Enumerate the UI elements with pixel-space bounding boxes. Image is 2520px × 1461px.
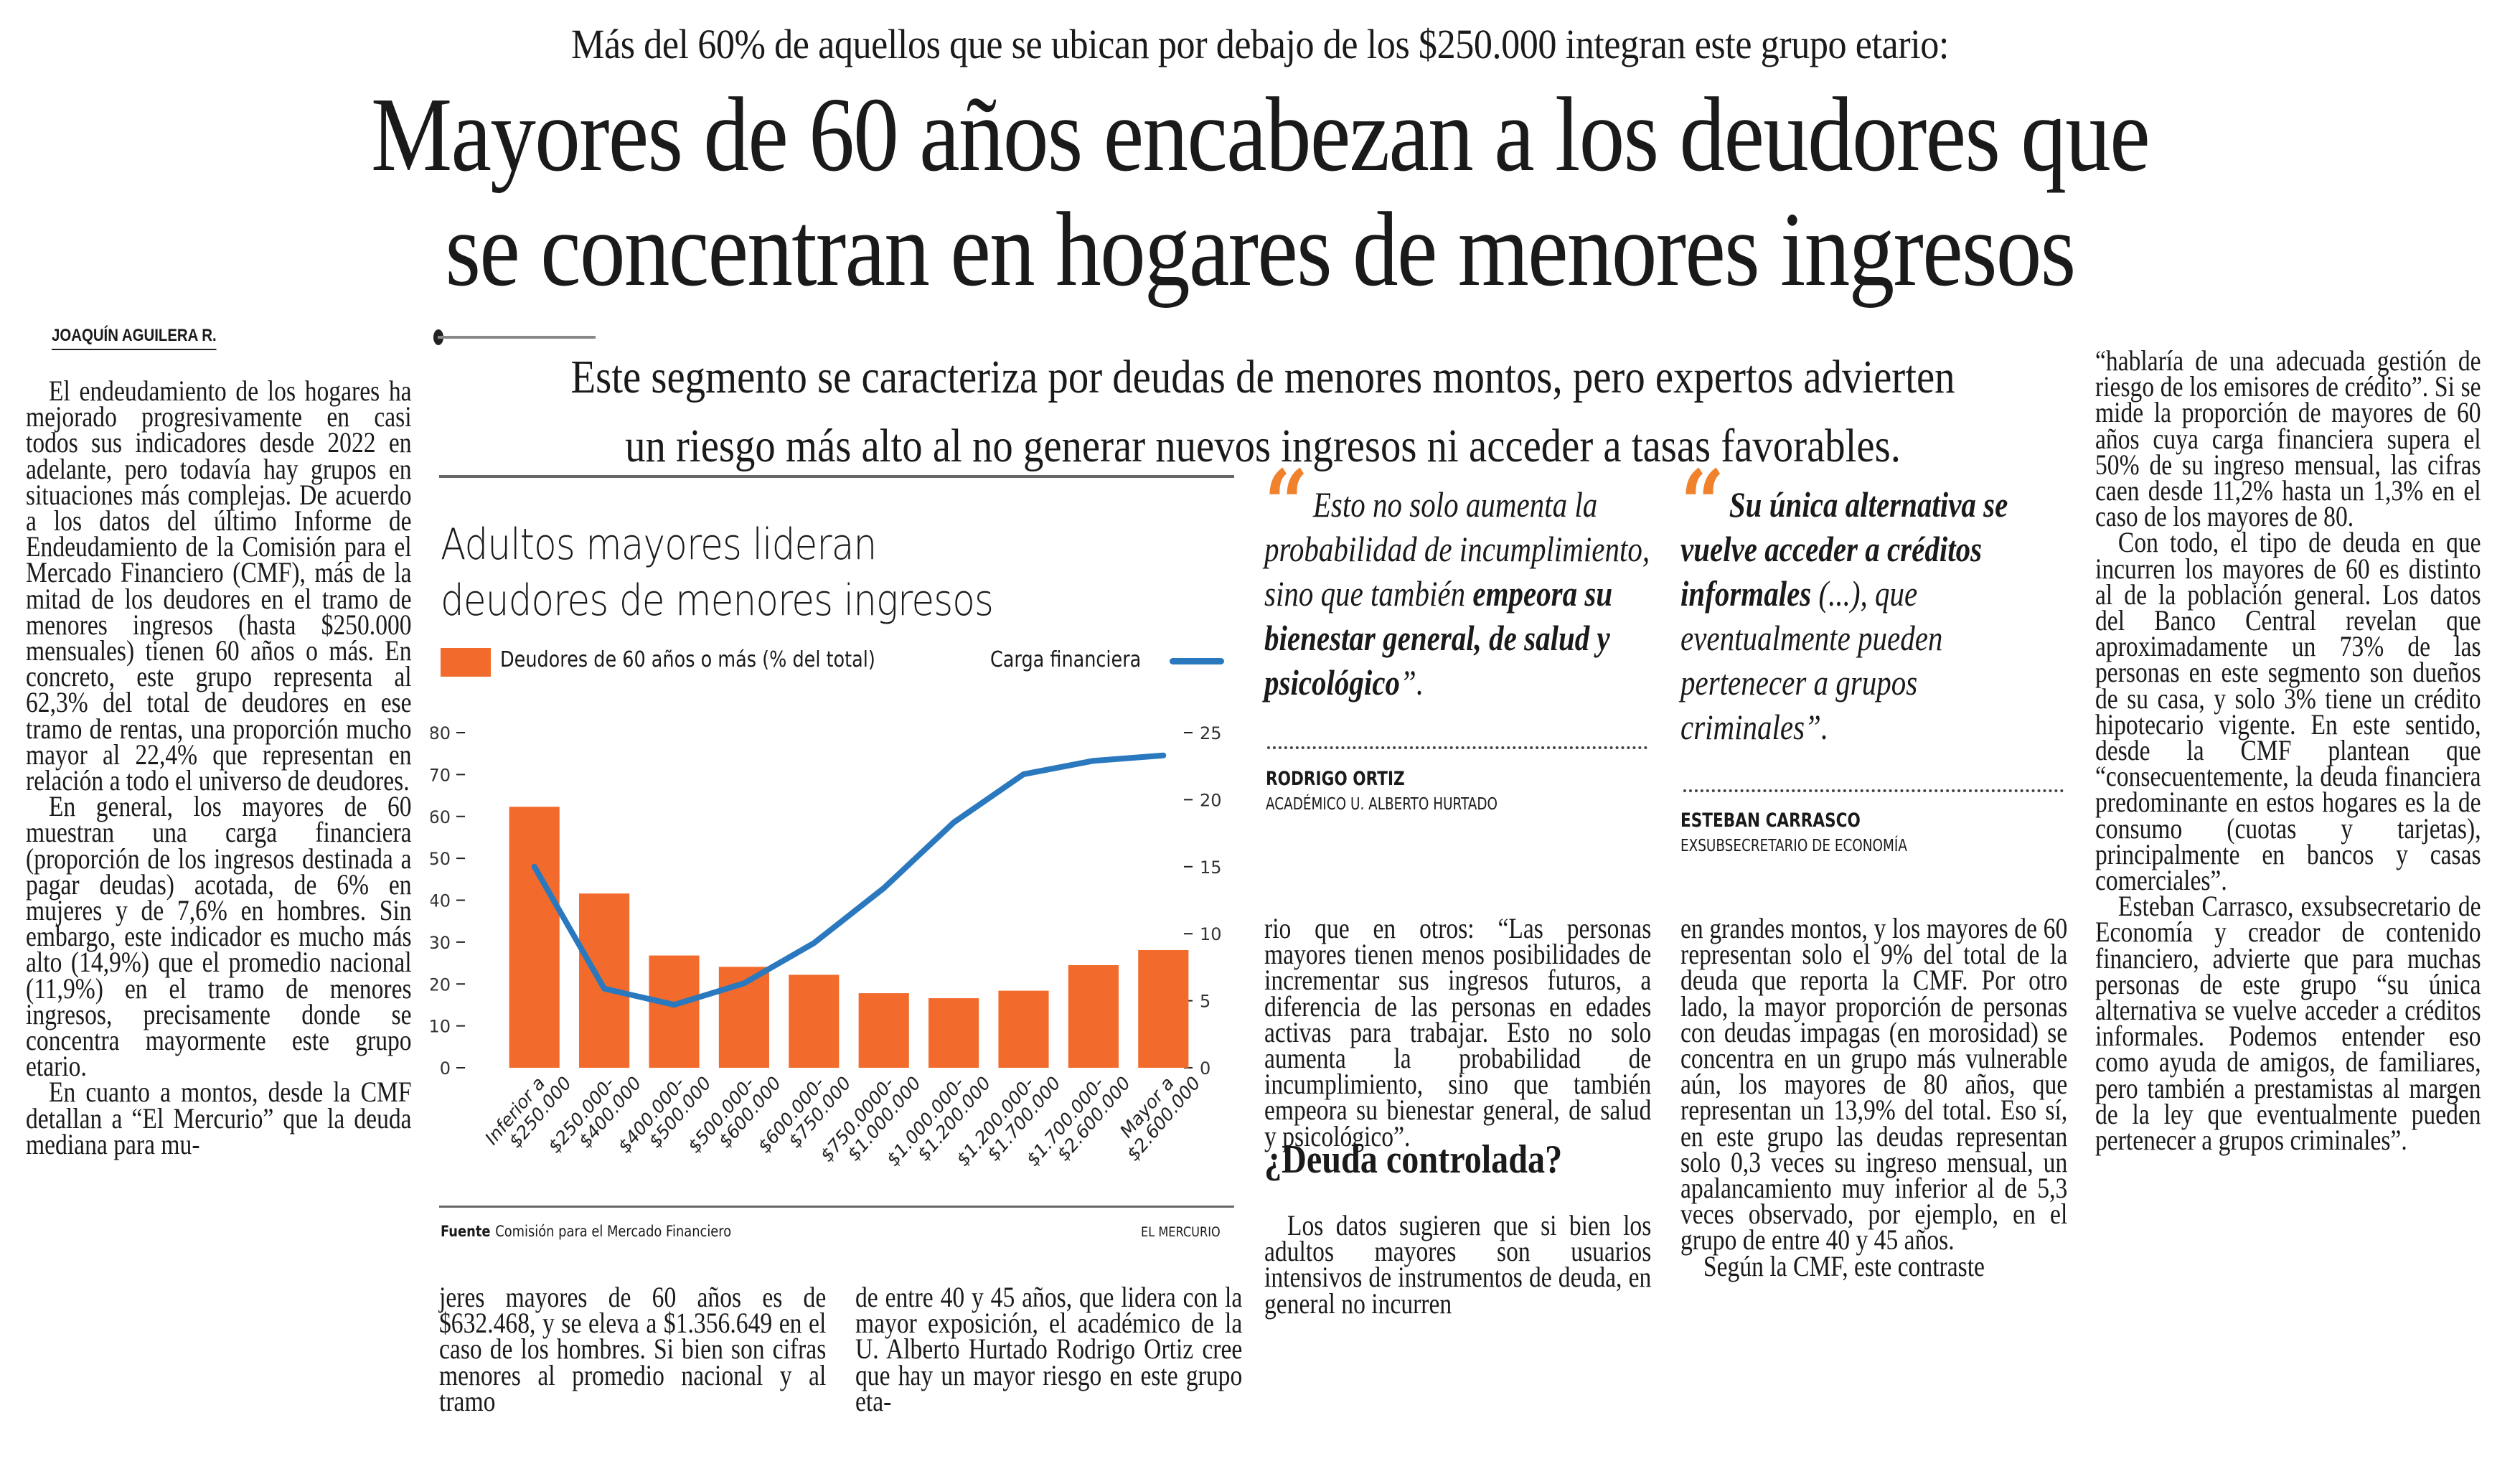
bar — [998, 990, 1049, 1068]
headline-line-2: se concentran en hogares de menores ingr… — [445, 191, 2076, 309]
legend-bar-swatch — [441, 648, 491, 677]
paragraph: El endeudamiento de los hogares ha mejor… — [26, 375, 412, 797]
source-label: Fuente — [441, 1223, 491, 1240]
column-5: en grandes montos, y los mayores de 60 r… — [1680, 912, 2068, 1282]
y-left-tick-label: 0 — [440, 1058, 451, 1079]
source-text: Comisión para el Mercado Financiero — [495, 1223, 732, 1240]
column-6: “hablaría de una adecuada gestión de rie… — [2095, 344, 2481, 1157]
y-left-tick-label: 80 — [431, 723, 451, 743]
deck-divider — [438, 336, 596, 339]
headline-line-1: Mayores de 60 años encabezan a los deudo… — [371, 76, 2150, 194]
quote-2-author: ESTEBAN CARRASCO — [1680, 809, 1861, 832]
bar — [789, 974, 840, 1068]
headline: Mayores de 60 años encabezan a los deudo… — [177, 77, 2343, 307]
subhead: ¿Deuda controlada? — [1264, 1137, 1563, 1182]
chart-title: Adultos mayores lideran deudores de meno… — [441, 517, 994, 629]
paragraph: En cuanto a montos, desde la CMF detalla… — [26, 1076, 412, 1160]
y-right-tick-label: 0 — [1200, 1058, 1210, 1079]
x-tick-label: $750.0000-$1.000.000 — [816, 1060, 925, 1179]
paragraph: Los datos sugieren que si bien los adult… — [1264, 1209, 1652, 1320]
paragraph: En general, los mayores de 60 muestran u… — [26, 790, 412, 1083]
kicker: Más del 60% de aquellos que se ubican po… — [571, 21, 1949, 67]
y-right-tick-label: 15 — [1200, 858, 1222, 878]
x-tick-label: $1.000.000-$1.200.000 — [883, 1060, 995, 1183]
column-1: El endeudamiento de los hogares ha mejor… — [26, 375, 412, 1160]
carga-financiera-line — [531, 752, 1167, 1008]
quote-text-bold: Su única alternativa se vuelve acceder a… — [1680, 484, 2008, 614]
y-left-tick-label: 70 — [431, 765, 451, 785]
quote-text: Esto no solo aumenta la probabilidad de … — [1264, 484, 1650, 614]
column-4-continued: Los datos sugieren que si bien los adult… — [1264, 1209, 1652, 1320]
paragraph: rio que en otros: “Las personas mayores … — [1264, 912, 1652, 1152]
bar — [649, 955, 700, 1068]
bar — [509, 807, 560, 1068]
publication-brand: EL MERCURIO — [1141, 1224, 1221, 1240]
legend-bar-label: Deudores de 60 años o más (% del total) — [500, 647, 875, 672]
y-left-tick-label: 40 — [431, 891, 451, 911]
paragraph: Con todo, el tipo de deuda en que incurr… — [2095, 526, 2481, 897]
quote-2-divider — [1683, 789, 2064, 792]
y-left-tick-label: 10 — [431, 1017, 451, 1037]
paragraph: Según la CMF, este contraste — [1703, 1249, 1985, 1282]
paragraph: “hablaría de una adecuada gestión de rie… — [2095, 344, 2481, 533]
legend-line-swatch — [1170, 658, 1224, 664]
chart-top-divider — [439, 475, 1234, 478]
column-3: de entre 40 y 45 años, que lidera con la… — [855, 1281, 1243, 1417]
quote-text-bold: empeora su bienestar general, de salud y… — [1264, 573, 1613, 703]
byline: JOAQUÍN AGUILERA R. — [52, 326, 217, 350]
y-left-tick-label: 20 — [431, 974, 451, 995]
chart-source: Fuente Comisión para el Mercado Financier… — [441, 1223, 731, 1240]
bar — [858, 993, 909, 1068]
y-left-tick-label: 60 — [431, 807, 451, 827]
deck-line-1: Este segmento se caracteriza por deudas … — [570, 351, 1955, 403]
y-right-tick-label: 25 — [1200, 723, 1222, 743]
quote-1-author: RODRIGO ORTIZ — [1266, 768, 1405, 790]
column-2: jeres mayores de 60 años es de $632.468,… — [439, 1281, 827, 1417]
y-right-tick-label: 5 — [1200, 992, 1210, 1012]
paragraph: de entre 40 y 45 años, que lidera con la… — [855, 1281, 1243, 1417]
quote-2-role: EXSUBSECRETARIO DE ECONOMÍA — [1680, 837, 1907, 855]
pull-quote-2: “Su única alternativa se vuelve acceder … — [1680, 458, 2069, 749]
source-divider — [439, 1206, 1234, 1208]
x-tick-label: $1.700.000-$2.600.000 — [1022, 1060, 1134, 1183]
quote-1-role: ACADÉMICO U. ALBERTO HURTADO — [1266, 795, 1498, 814]
paragraph: en grandes montos, y los mayores de 60 r… — [1680, 912, 2068, 1256]
bar — [1138, 949, 1189, 1068]
deck: Este segmento se caracteriza por deudas … — [560, 343, 1967, 481]
chart-title-line-1: Adultos mayores lideran — [441, 520, 877, 570]
y-left-tick-label: 50 — [431, 849, 451, 869]
bar — [928, 998, 979, 1068]
paragraph: Esteban Carrasco, exsubsecretario de Eco… — [2095, 890, 2481, 1157]
x-tick-label: $1.200.000-$1.700.000 — [952, 1060, 1065, 1183]
deck-line-2: un riesgo más alto al no generar nuevos … — [625, 420, 1901, 472]
quote-text-end: ”. — [1400, 662, 1424, 703]
y-right-tick-label: 20 — [1200, 790, 1222, 810]
quote-text: (...), que eventualmente pueden pertenec… — [1680, 573, 1943, 747]
legend-line-label: Carga financiera — [990, 647, 1142, 672]
bar — [579, 893, 630, 1068]
y-right-tick-label: 10 — [1200, 924, 1222, 944]
bar — [1068, 964, 1119, 1068]
chart-title-line-2: deudores de menores ingresos — [441, 576, 994, 626]
pull-quote-1: “Esto no solo aumenta la probabilidad de… — [1264, 458, 1652, 705]
y-left-tick-label: 30 — [431, 933, 451, 953]
column-4: rio que en otros: “Las personas mayores … — [1264, 912, 1652, 1152]
paragraph: jeres mayores de 60 años es de $632.468,… — [439, 1281, 827, 1417]
quote-1-divider — [1267, 746, 1647, 749]
